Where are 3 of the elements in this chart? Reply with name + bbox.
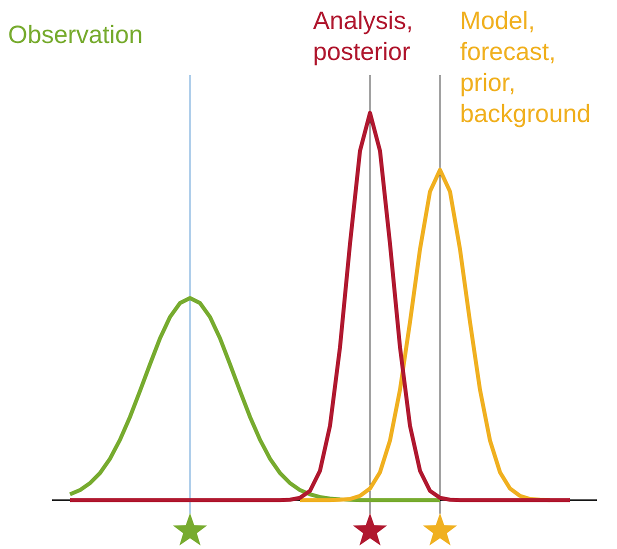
series-label: Model, forecast, prior, background — [460, 6, 592, 130]
text: Analysis, posterior — [313, 6, 414, 68]
text: Observation — [8, 20, 144, 51]
